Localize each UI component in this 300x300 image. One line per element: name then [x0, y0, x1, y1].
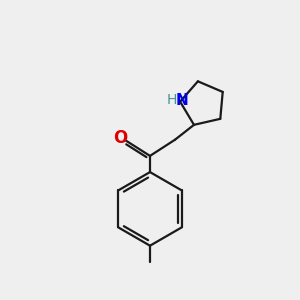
Text: N: N — [176, 93, 189, 108]
Text: O: O — [113, 129, 128, 147]
Text: H: H — [167, 94, 177, 107]
